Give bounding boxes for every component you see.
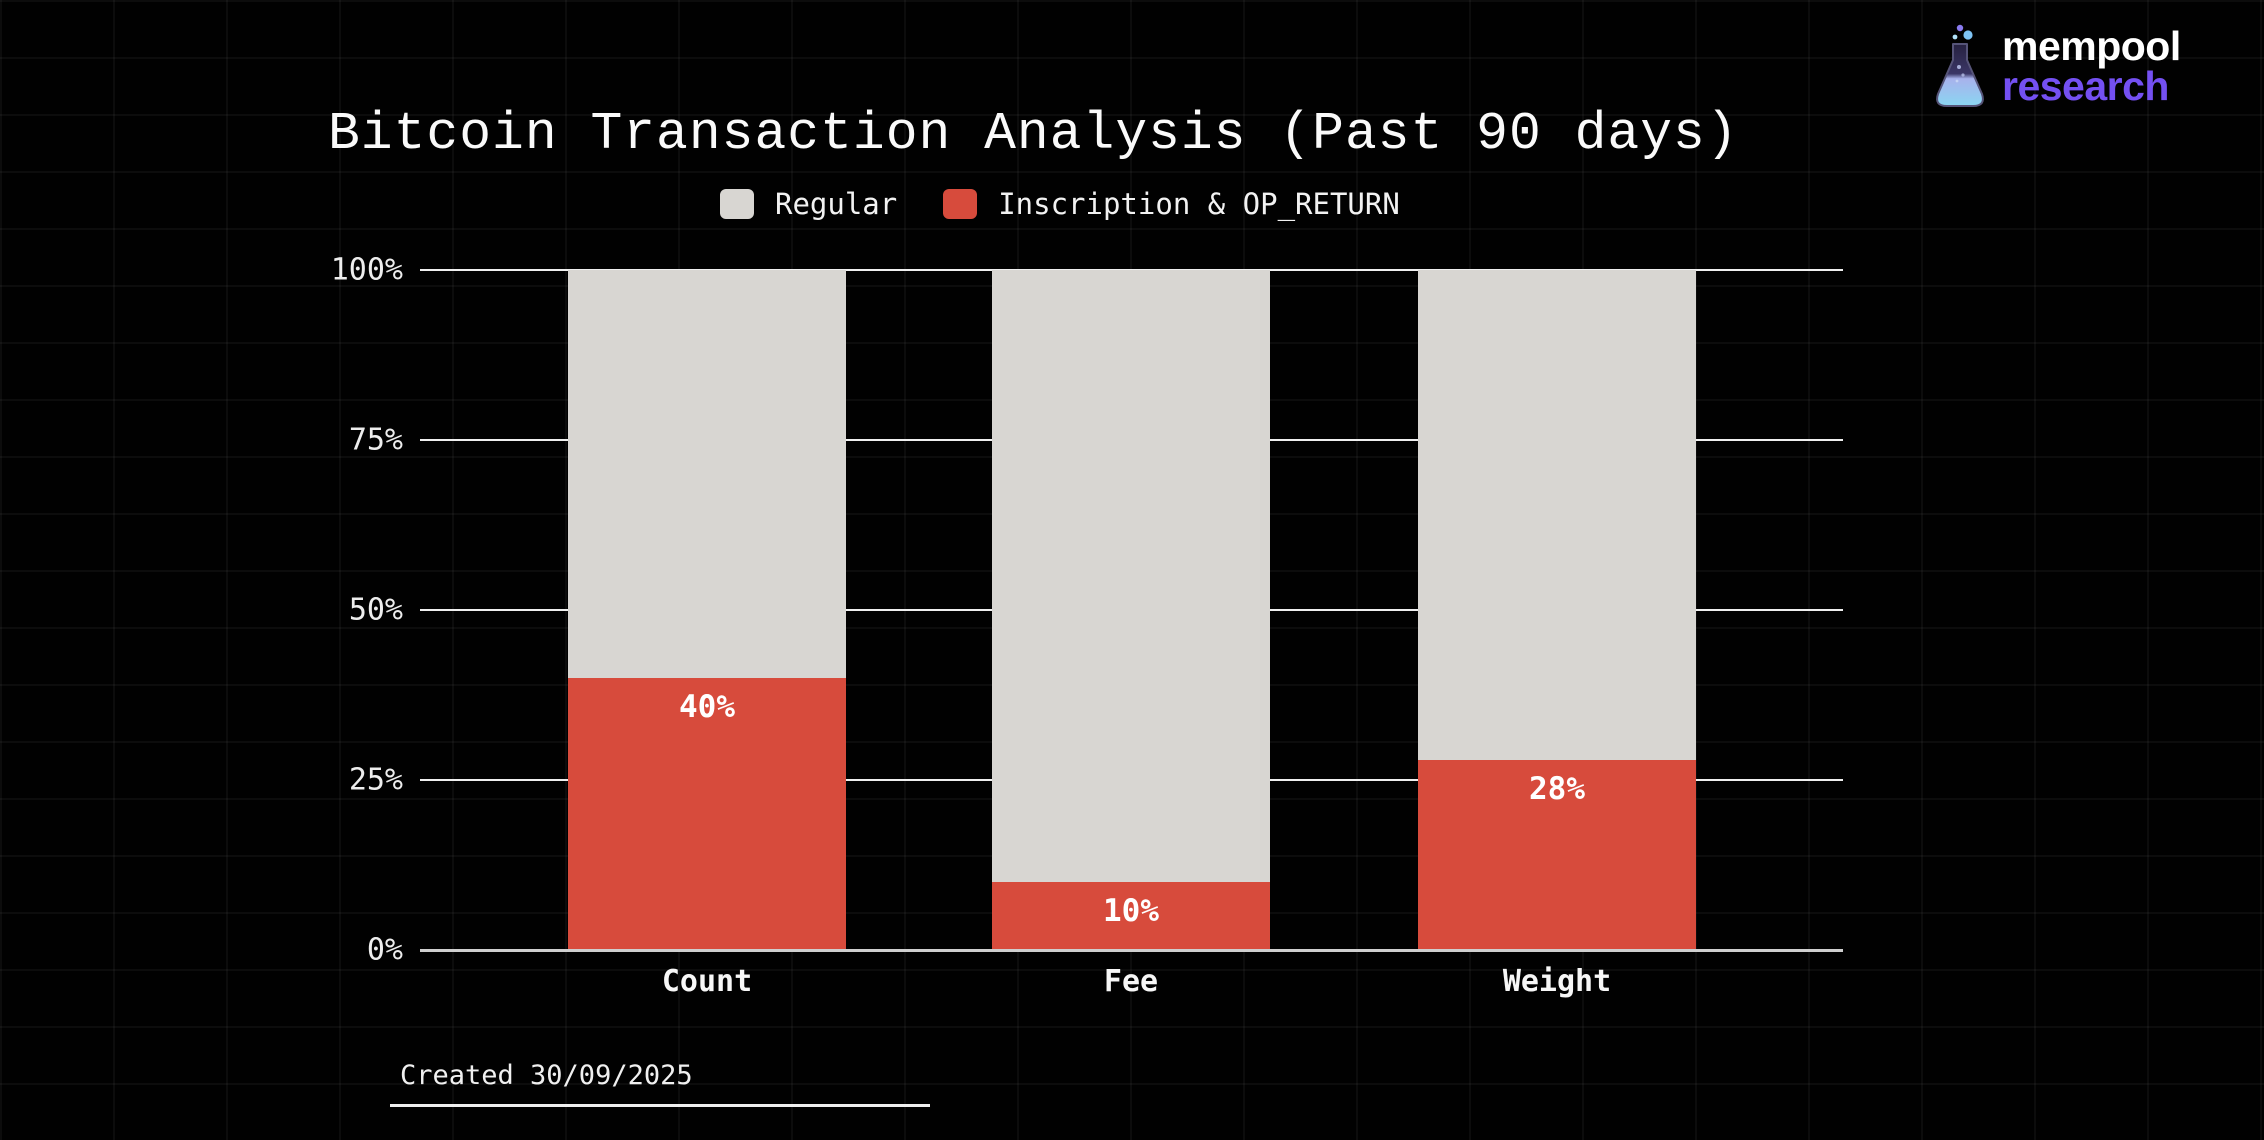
legend-label-regular: Regular (775, 187, 898, 221)
created-date-text: Created 30/09/2025 (400, 1060, 693, 1091)
bar-segment-regular (1418, 270, 1696, 760)
created-underline (390, 1104, 930, 1107)
x-label-count: Count (661, 964, 753, 999)
bar-count: 40% (568, 270, 846, 950)
y-tick-0: 0% (366, 932, 403, 968)
x-axis-line (420, 949, 1843, 952)
logo-text: mempool research (2002, 22, 2181, 109)
bar-fee: 10% (992, 270, 1270, 950)
bar-value-label: 40% (679, 689, 735, 725)
legend-swatch-inscription (943, 189, 978, 219)
flask-icon (1936, 24, 1984, 107)
bar-segment-regular (992, 270, 1270, 882)
bar-segment-inscription: 40% (568, 678, 846, 950)
legend-item-regular: Regular (720, 187, 897, 221)
logo-line-mempool: mempool (2002, 22, 2181, 69)
y-tick-75: 75% (348, 422, 403, 458)
bar-value-label: 28% (1529, 770, 1585, 807)
mempool-research-logo: mempool research (1930, 20, 2181, 112)
legend-label-inscription: Inscription & OP_RETURN (998, 187, 1400, 221)
plot-area: 100% 75% 50% 25% 0% 40% 10% 28% Count Fe… (331, 253, 1843, 999)
legend: Regular Inscription & OP_RETURN (720, 186, 1400, 222)
x-label-fee: Fee (1103, 964, 1159, 999)
y-tick-100: 100% (330, 252, 403, 288)
legend-item-inscription: Inscription & OP_RETURN (943, 187, 1400, 221)
legend-swatch-regular (720, 189, 754, 219)
logo-line-research: research (2002, 63, 2169, 109)
bar-value-label: 10% (1103, 893, 1159, 929)
bar-segment-regular (568, 270, 846, 678)
bar-segment-inscription: 10% (992, 882, 1270, 950)
y-tick-25: 25% (348, 762, 403, 798)
chart-title: Bitcoin Transaction Analysis (Past 90 da… (328, 104, 1739, 164)
bar-weight: 28% (1418, 270, 1696, 950)
y-tick-50: 50% (348, 592, 403, 628)
x-label-weight: Weight (1502, 964, 1612, 999)
bar-segment-inscription: 28% (1418, 759, 1696, 950)
